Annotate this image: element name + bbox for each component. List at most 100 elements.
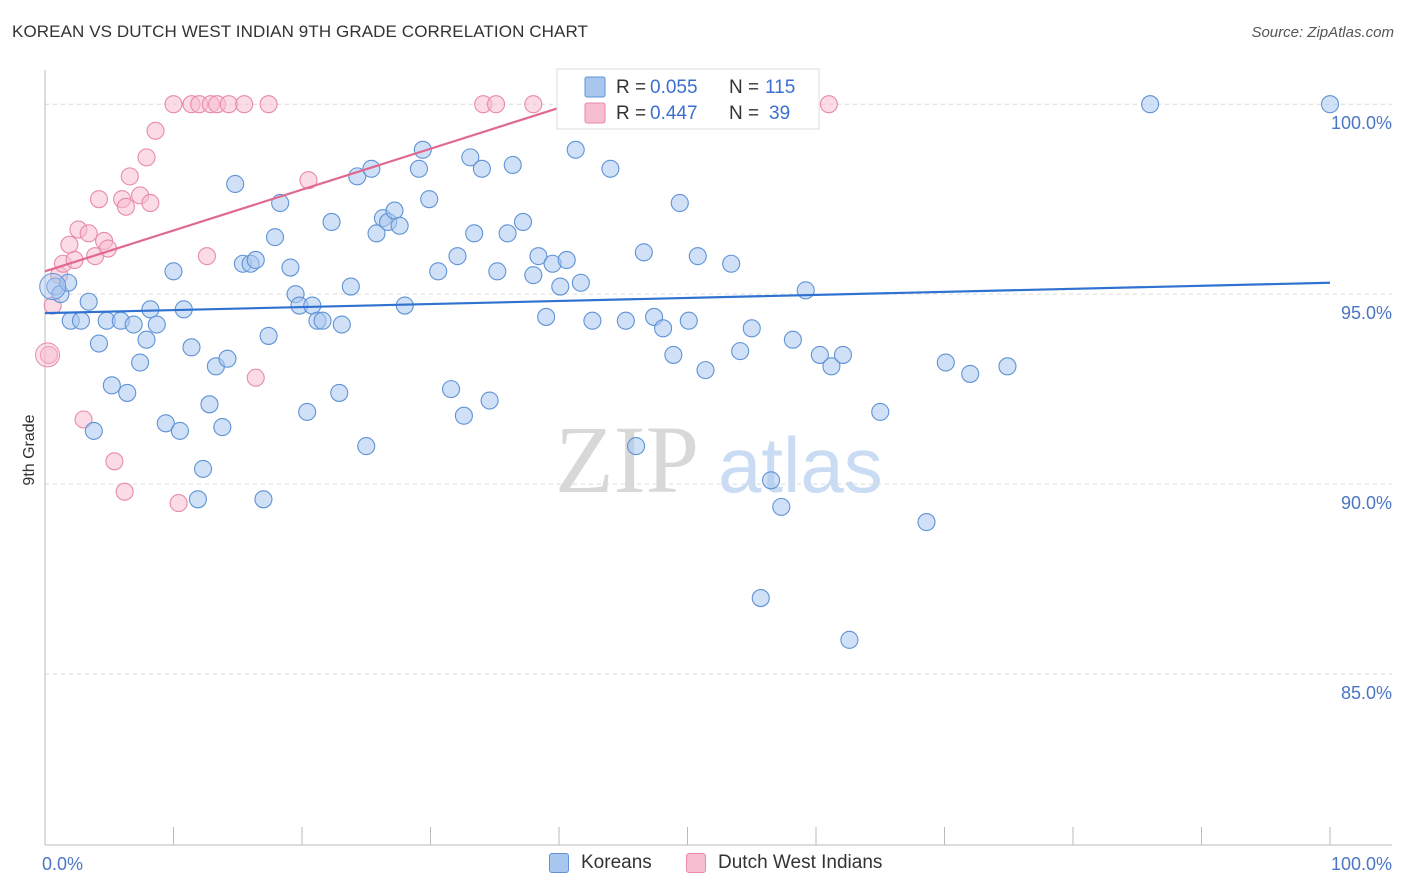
korean-point: [616, 311, 635, 330]
korean-point: [188, 490, 207, 509]
korean-point: [454, 406, 473, 425]
korean-point: [89, 334, 109, 353]
dutch-point: [39, 345, 58, 364]
korean-point: [322, 212, 341, 232]
korean-point: [246, 250, 265, 270]
dutch-point: [116, 197, 136, 216]
korean-point: [871, 402, 890, 421]
korean-point: [840, 630, 859, 649]
dutch-point: [169, 494, 188, 513]
korean-point: [131, 353, 150, 372]
korean-point: [513, 212, 533, 232]
korean-point: [571, 273, 590, 292]
korean-point: [742, 319, 761, 338]
korean-point: [313, 311, 332, 330]
legend-item-koreans: Koreans: [549, 852, 652, 874]
legend-r-label-dutch: R =: [616, 103, 646, 124]
korean-point: [265, 228, 285, 247]
korean-point: [341, 277, 360, 296]
dutch-point: [197, 247, 216, 266]
korean-point: [429, 262, 448, 281]
y-tick-label-2: 95.0%: [1341, 303, 1392, 323]
korean-point: [362, 159, 381, 178]
korean-point: [254, 490, 273, 509]
korean-point: [722, 254, 741, 273]
dutch-point: [246, 368, 265, 387]
legend-swatch-koreans: [584, 76, 606, 98]
korean-point: [488, 262, 507, 281]
korean-point: [627, 437, 646, 456]
korean-point: [194, 459, 213, 478]
korean-point: [390, 216, 409, 235]
legend-label-koreans: Koreans: [581, 852, 652, 873]
dutch-point: [164, 95, 183, 114]
korean-point: [634, 243, 653, 262]
korean-point: [420, 190, 439, 209]
korean-point: [936, 353, 955, 372]
x-tick-label-0: 0.0%: [42, 854, 83, 874]
legend-r-value-dutch: 0.447: [650, 103, 698, 124]
source-label: Source: ZipAtlas.com: [1251, 24, 1394, 41]
stats-legend: R = 0.055 N = 115 R = 0.447 N = 39: [556, 68, 820, 130]
korean-point: [259, 326, 278, 345]
korean-point: [670, 193, 689, 213]
korean-point: [537, 307, 556, 326]
korean-point: [761, 471, 781, 490]
korean-point: [102, 376, 121, 395]
korean-point: [303, 296, 322, 315]
dutch-point: [141, 193, 160, 213]
korean-point: [524, 266, 543, 285]
legend-swatch-dutch: [584, 102, 606, 124]
dutch-point: [524, 95, 543, 114]
korean-point: [348, 167, 367, 186]
dutch-point: [486, 95, 506, 114]
korean-point: [218, 349, 237, 368]
korean-point: [1320, 95, 1340, 114]
korean-point: [147, 315, 166, 334]
korean-point: [583, 311, 602, 330]
korean-point: [182, 338, 201, 357]
korean-point: [751, 589, 770, 608]
bottom-legend: Koreans Dutch West Indians: [0, 852, 1406, 878]
legend-r-value-koreans: 0.055: [650, 77, 698, 98]
korean-point: [503, 155, 522, 175]
korean-point: [601, 159, 620, 178]
korean-point: [442, 380, 461, 399]
korean-point: [118, 383, 137, 402]
y-tick-label-0: 85.0%: [1341, 683, 1392, 703]
dutch-point: [819, 95, 838, 114]
korean-point: [917, 513, 936, 532]
korean-trend-line: [44, 281, 1331, 315]
korean-point: [654, 319, 673, 338]
korean-point: [124, 315, 143, 334]
dutch-point: [146, 121, 165, 140]
korean-point: [137, 330, 156, 349]
korean-point: [409, 159, 428, 178]
korean-point: [413, 140, 432, 159]
korean-point: [281, 258, 300, 277]
legend-label-dutch: Dutch West Indians: [718, 852, 883, 873]
trend-lines: [44, 103, 1331, 315]
korean-point: [357, 437, 376, 456]
dutch-point: [115, 482, 134, 501]
legend-n-value-koreans: 115: [765, 77, 795, 98]
korean-point: [330, 383, 349, 402]
tick-labels: 85.0% 90.0% 95.0% 100.0% 0.0% 100.0%: [42, 113, 1392, 874]
dutch-trend-line: [44, 103, 571, 273]
dutch-point: [35, 342, 61, 368]
y-tick-label-1: 90.0%: [1341, 493, 1392, 513]
dutch-point: [120, 167, 139, 186]
korean-point: [679, 311, 698, 330]
legend-n-value-dutch: 39: [769, 103, 790, 124]
korean-point: [696, 361, 715, 380]
watermark-atlas: atlas: [718, 421, 883, 509]
dutch-point: [235, 95, 254, 114]
korean-point: [961, 364, 980, 383]
korean-point: [833, 345, 853, 364]
axes: [44, 70, 1392, 846]
korean-point: [141, 300, 160, 319]
dutch-point: [259, 95, 278, 114]
legend-r-label-koreans: R =: [616, 77, 646, 98]
korean-point: [498, 224, 517, 243]
